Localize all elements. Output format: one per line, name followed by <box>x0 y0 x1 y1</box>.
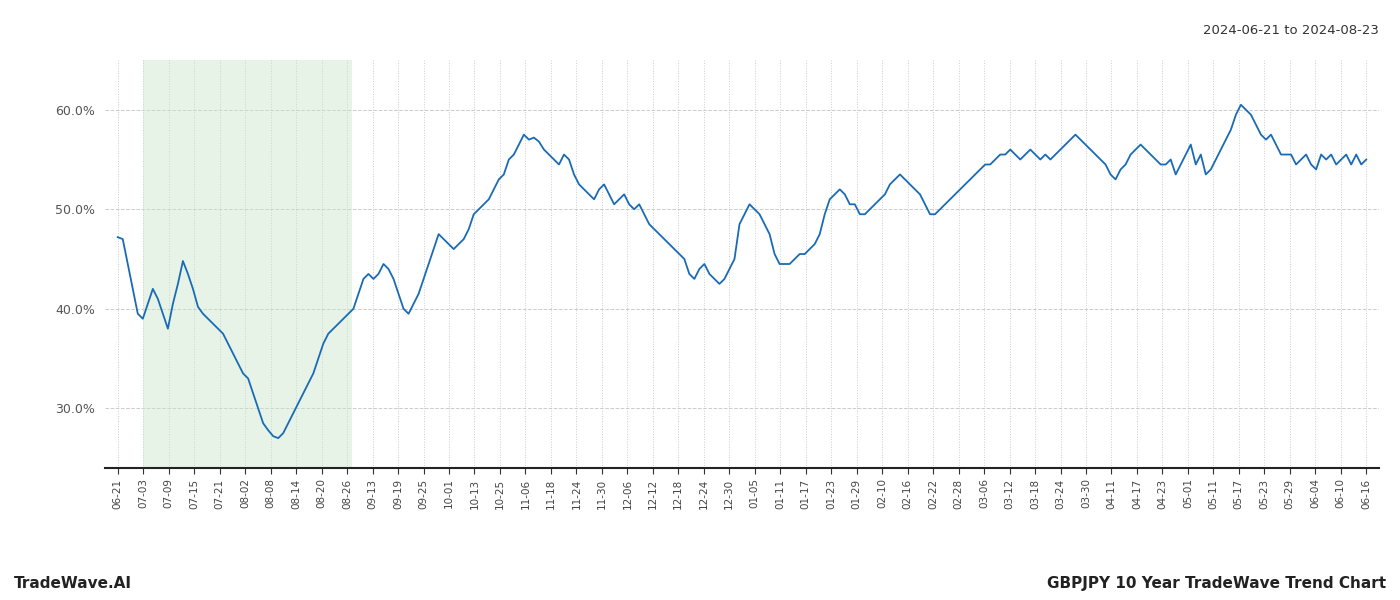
Bar <box>143 60 353 468</box>
Text: GBPJPY 10 Year TradeWave Trend Chart: GBPJPY 10 Year TradeWave Trend Chart <box>1047 576 1386 591</box>
Text: 2024-06-21 to 2024-08-23: 2024-06-21 to 2024-08-23 <box>1203 24 1379 37</box>
Text: TradeWave.AI: TradeWave.AI <box>14 576 132 591</box>
